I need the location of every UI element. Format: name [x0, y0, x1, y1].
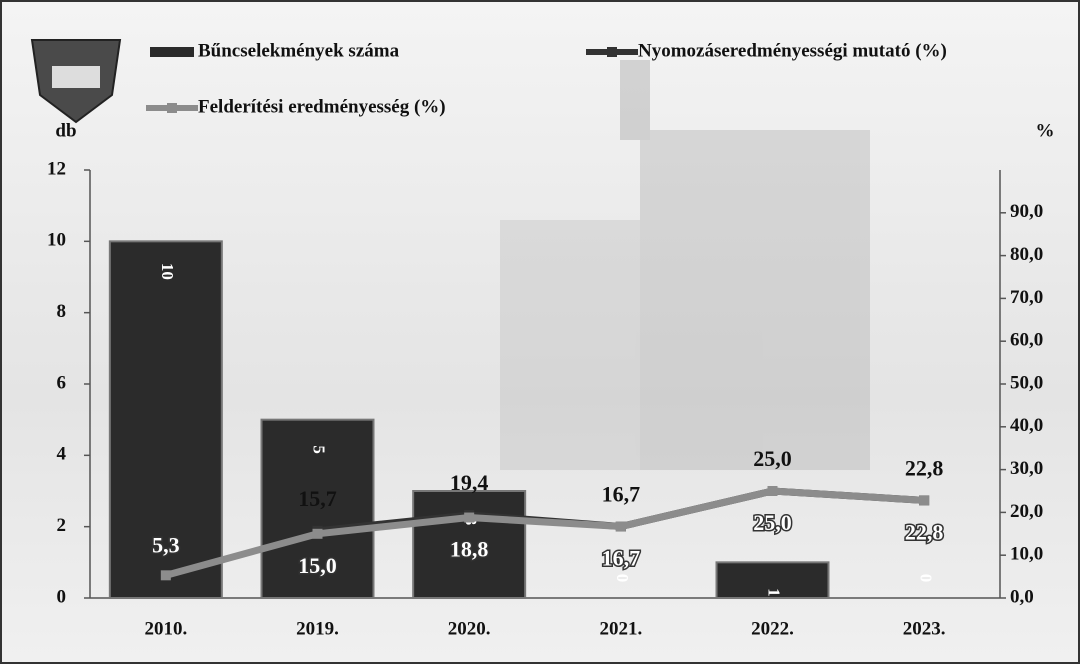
y2-tick-label: 20,0 — [1010, 501, 1043, 522]
legend-label: Nyomozáseredményességi mutató (%) — [638, 40, 947, 61]
line-marker — [161, 570, 171, 580]
x-tick-label: 2022. — [751, 618, 794, 639]
y-tick-label: 2 — [57, 515, 67, 536]
line-value-label: 18,8 — [450, 537, 489, 562]
y-axis-label: db — [55, 120, 76, 141]
line-value-label: 5,3 — [152, 532, 180, 557]
y2-tick-label: 0,0 — [1010, 586, 1034, 607]
y2-axis-label: % — [1036, 120, 1055, 141]
line-marker — [313, 529, 323, 539]
line-value-label: 16,7 — [602, 546, 641, 571]
line-value-label: 25,0 — [753, 510, 792, 535]
y-tick-label: 4 — [57, 444, 67, 465]
x-tick-label: 2010. — [144, 618, 187, 639]
y2-tick-label: 30,0 — [1010, 458, 1043, 479]
y-tick-label: 6 — [57, 372, 67, 393]
legend-swatch — [150, 47, 194, 57]
line-value-label: 16,7 — [602, 482, 641, 507]
x-tick-label: 2019. — [296, 618, 339, 639]
x-tick-label: 2020. — [448, 618, 491, 639]
line-marker — [616, 522, 626, 532]
bar-value-label: 1 — [765, 588, 784, 597]
bar-value-label: 0 — [613, 574, 632, 583]
legend-marker — [167, 103, 177, 113]
y-tick-label: 8 — [57, 301, 67, 322]
line-marker — [768, 486, 778, 496]
line-value-label: 22,8 — [905, 519, 944, 544]
y-tick-label: 12 — [47, 158, 66, 179]
y2-tick-label: 70,0 — [1010, 287, 1043, 308]
chart: db % 0246810120,010,020,030,040,050,060,… — [0, 0, 1080, 664]
line-value-label: 25,0 — [753, 446, 792, 471]
bar-value-label: 10 — [158, 263, 177, 280]
y2-tick-label: 40,0 — [1010, 415, 1043, 436]
y2-tick-label: 10,0 — [1010, 544, 1043, 565]
y-tick-label: 10 — [47, 230, 66, 251]
x-tick-label: 2021. — [599, 618, 642, 639]
y-tick-label: 0 — [57, 586, 67, 607]
line-marker — [919, 495, 929, 505]
legend-label: Bűncselekmények száma — [198, 40, 400, 61]
line-marker — [464, 513, 474, 523]
legend-label: Felderítési eredményesség (%) — [198, 96, 446, 117]
line-value-label: 19,4 — [450, 470, 489, 495]
bar-value-label: 5 — [310, 445, 329, 454]
bar-value-label: 0 — [916, 574, 935, 583]
line-value-label: 15,0 — [298, 553, 337, 578]
x-tick-label: 2023. — [903, 618, 946, 639]
y2-tick-label: 50,0 — [1010, 372, 1043, 393]
y2-tick-label: 80,0 — [1010, 244, 1043, 265]
legend-marker — [607, 47, 617, 57]
line-value-label: 22,8 — [905, 455, 944, 480]
line-value-label: 15,7 — [298, 486, 337, 511]
y2-tick-label: 60,0 — [1010, 330, 1043, 351]
y2-tick-label: 90,0 — [1010, 201, 1043, 222]
